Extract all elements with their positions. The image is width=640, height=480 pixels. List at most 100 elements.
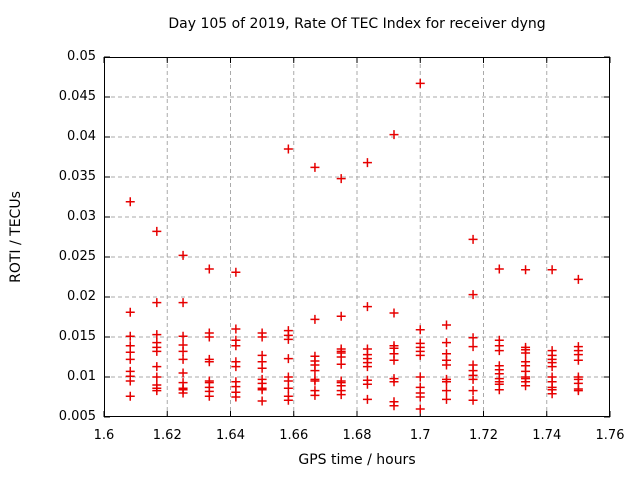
- data-point-marker: [310, 376, 320, 386]
- data-point-marker: [125, 197, 135, 207]
- data-point-marker: [204, 357, 214, 367]
- data-point-marker: [257, 385, 267, 395]
- data-point-marker: [283, 144, 293, 154]
- data-point-marker: [204, 332, 214, 342]
- x-tick-label: 1.74: [532, 428, 562, 443]
- plot-border: [104, 57, 610, 417]
- x-tick-label: 1.6: [93, 428, 115, 443]
- data-point-marker: [415, 350, 425, 360]
- data-point-marker: [441, 320, 451, 330]
- data-point-marker: [310, 314, 320, 324]
- x-tick-label: 1.72: [469, 428, 498, 443]
- y-tick-label: 0.01: [67, 369, 96, 384]
- data-point-marker: [178, 346, 188, 356]
- data-point-marker: [468, 234, 478, 244]
- data-point-marker: [178, 298, 188, 308]
- data-point-marker: [415, 404, 425, 414]
- data-point-marker: [152, 362, 162, 372]
- data-point-marker: [178, 331, 188, 341]
- y-tick-label: 0.035: [58, 169, 96, 184]
- data-point-marker: [389, 355, 399, 365]
- x-tick-label: 1.62: [152, 428, 182, 443]
- data-point-marker: [468, 290, 478, 300]
- y-tick-label: 0.04: [67, 129, 96, 144]
- data-point-marker: [468, 342, 478, 352]
- data-point-marker: [441, 377, 451, 387]
- data-point-marker: [283, 334, 293, 344]
- data-point-marker: [152, 298, 162, 308]
- data-point-marker: [231, 362, 241, 372]
- data-point-marker: [389, 377, 399, 387]
- y-tick-label: 0.02: [67, 289, 96, 304]
- x-tick-label: 1.7: [409, 428, 431, 443]
- data-point-marker: [178, 250, 188, 260]
- data-point-marker: [573, 274, 583, 284]
- data-point-marker: [468, 395, 478, 405]
- x-tick-label: 1.66: [279, 428, 309, 443]
- data-point-marker: [547, 362, 557, 372]
- data-point-marker: [152, 330, 162, 340]
- data-point-marker: [283, 383, 293, 393]
- data-point-marker: [494, 264, 504, 274]
- data-point-marker: [362, 379, 372, 389]
- data-point-marker: [468, 386, 478, 396]
- data-point-marker: [441, 394, 451, 404]
- data-point-marker: [152, 372, 162, 382]
- data-point-marker: [125, 354, 135, 364]
- data-point-marker: [231, 324, 241, 334]
- data-point-marker: [178, 388, 188, 398]
- y-axis-label: ROTI / TECUs: [8, 191, 24, 283]
- chart-title: Day 105 of 2019, Rate Of TEC Index for r…: [168, 16, 546, 32]
- data-point-marker: [152, 386, 162, 396]
- data-point-marker: [494, 346, 504, 356]
- y-tick-label: 0.05: [67, 49, 96, 64]
- data-point-marker: [257, 332, 267, 342]
- x-tick-label: 1.68: [342, 428, 372, 443]
- data-point-marker: [283, 395, 293, 405]
- data-point-marker: [441, 386, 451, 396]
- data-point-marker: [178, 368, 188, 378]
- data-point-marker: [521, 381, 531, 391]
- data-point-marker: [125, 331, 135, 341]
- data-point-marker: [362, 394, 372, 404]
- y-tick-label: 0.015: [58, 329, 96, 344]
- data-point-marker: [521, 348, 531, 358]
- data-point-marker: [310, 162, 320, 172]
- y-tick-label: 0.005: [58, 409, 96, 424]
- data-point-marker: [336, 174, 346, 184]
- data-point-marker: [125, 391, 135, 401]
- data-point-marker: [389, 308, 399, 318]
- data-point-marker: [521, 265, 531, 275]
- x-tick-label: 1.64: [216, 428, 245, 443]
- data-point-marker: [336, 359, 346, 369]
- data-point-marker: [389, 401, 399, 411]
- data-point-marker: [415, 78, 425, 88]
- data-point-marker: [231, 341, 241, 351]
- x-axis-label: GPS time / hours: [298, 452, 416, 468]
- data-point-marker: [310, 390, 320, 400]
- y-tick-label: 0.025: [58, 249, 96, 264]
- data-point-marker: [178, 354, 188, 364]
- data-point-marker: [573, 355, 583, 365]
- data-point-marker: [231, 392, 241, 402]
- data-point-marker: [310, 366, 320, 376]
- data-point-marker: [362, 302, 372, 312]
- data-point-marker: [441, 360, 451, 370]
- data-point-marker: [336, 311, 346, 321]
- data-point-marker: [415, 372, 425, 382]
- y-tick-label: 0.045: [58, 89, 96, 104]
- data-point-marker: [415, 392, 425, 402]
- data-point-marker: [547, 389, 557, 399]
- data-point-marker: [362, 362, 372, 372]
- data-point-marker: [152, 346, 162, 356]
- data-point-marker: [257, 396, 267, 406]
- y-tick-label: 0.03: [67, 209, 96, 224]
- data-point-marker: [257, 363, 267, 373]
- data-point-marker: [362, 158, 372, 168]
- data-point-marker: [494, 385, 504, 395]
- data-point-marker: [573, 386, 583, 396]
- data-point-marker: [204, 264, 214, 274]
- data-point-marker: [204, 391, 214, 401]
- data-point-marker: [389, 130, 399, 140]
